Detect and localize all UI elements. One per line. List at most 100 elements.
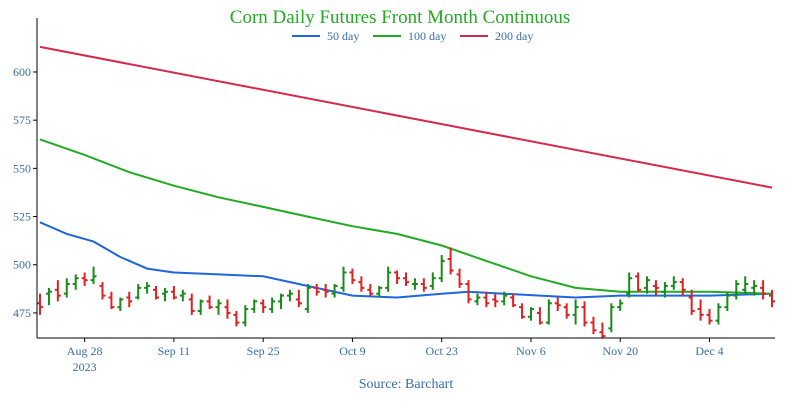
x-tick-sublabel: 2023 [73, 360, 97, 374]
series-line-200-day [39, 45, 773, 189]
ohlc-bar [697, 299, 704, 321]
ohlc-bar [572, 299, 579, 325]
ohlc-bar [215, 299, 222, 315]
ohlc-bar [411, 278, 418, 290]
ohlc-bar [429, 272, 436, 290]
ohlc-bar [278, 293, 285, 310]
ohlc-bar [340, 266, 347, 292]
chart-title: Corn Daily Futures Front Month Continuou… [230, 7, 570, 28]
ohlc-bar [72, 274, 79, 290]
ohlc-bar [536, 307, 543, 325]
ohlc-bar [724, 291, 731, 312]
ohlc-bar [224, 299, 231, 319]
ohlc-bar [652, 280, 659, 296]
ohlc-bar [742, 276, 749, 294]
ohlc-bar [608, 303, 615, 333]
x-tick-label: Dec 4 [695, 344, 723, 358]
y-tick-label: 500 [13, 258, 31, 272]
ohlc-bar [554, 297, 561, 312]
ohlc-bar [733, 280, 740, 300]
ohlc-bar [420, 278, 427, 292]
ohlc-bar [322, 284, 329, 298]
ohlc-bar [269, 297, 276, 313]
ohlc-bar [599, 322, 606, 338]
ohlc-bar [403, 272, 409, 286]
ohlc-bar [242, 305, 249, 327]
ohlc-bar [661, 282, 668, 298]
legend-item-100-day[interactable]: 100 day [373, 29, 446, 43]
ohlc-bar [358, 276, 365, 292]
ohlc-bar [501, 291, 508, 306]
y-tick-label: 475 [13, 306, 31, 320]
ohlc-bar [670, 276, 677, 290]
x-tick-label: Sep 11 [158, 344, 191, 358]
y-tick-label: 525 [13, 210, 31, 224]
ohlc-bar [161, 287, 168, 302]
ohlc-bar [510, 293, 517, 308]
x-tick-label: Aug 28 [67, 344, 103, 358]
ohlc-bar [644, 276, 651, 294]
ohlc-bar [45, 287, 52, 306]
legend-label-100-day: 100 day [408, 29, 446, 43]
ohlc-bar [751, 280, 758, 296]
ohlc-bar [545, 299, 552, 325]
ohlc-bar [260, 299, 267, 313]
ohlc-bar [563, 303, 570, 319]
ohlc-bar [581, 301, 588, 327]
legend-item-200-day[interactable]: 200 day [460, 29, 533, 43]
ohlc-bar [447, 247, 454, 275]
series-line-100-day [39, 138, 773, 295]
ohlc-bar [626, 272, 633, 298]
ohlc-bar [251, 299, 258, 313]
ohlc-bar [37, 293, 43, 315]
ohlc-bar [617, 299, 624, 312]
ohlc-bar [367, 284, 374, 296]
ohlc-bar [635, 272, 642, 292]
ohlc-bar [206, 295, 213, 310]
x-tick-label: Nov 6 [516, 344, 546, 358]
ohlc-bar [519, 303, 526, 319]
ohlc-bar [331, 284, 338, 298]
ohlc-bar [286, 289, 293, 302]
source-label: Source: Barchart [359, 377, 454, 392]
ohlc-bar [153, 285, 160, 300]
ohlc-bar [126, 291, 133, 308]
ohlc-bar [117, 297, 124, 312]
ohlc-bar [679, 278, 686, 296]
ohlc-bar [688, 289, 695, 315]
ohlc-bar [456, 268, 463, 288]
x-tick-label: Oct 9 [339, 344, 365, 358]
x-tick-label: Sep 25 [247, 344, 280, 358]
ohlc-bar [590, 316, 597, 335]
y-tick-label: 600 [13, 65, 31, 79]
ohlc-bar [465, 280, 472, 304]
ohlc-bar [438, 255, 445, 283]
legend-item-50-day[interactable]: 50 day [292, 29, 359, 43]
y-tick-label: 575 [13, 113, 31, 127]
ohlc-bar [715, 303, 722, 325]
ohlc-bar [233, 311, 240, 327]
moving-average-lines [39, 45, 773, 299]
ohlc-bar [376, 285, 383, 298]
x-tick-label: Nov 20 [602, 344, 638, 358]
price-bars [37, 247, 775, 338]
ohlc-bar [63, 278, 70, 298]
ohlc-bar [54, 280, 61, 302]
series-line-50-day [39, 221, 773, 299]
ohlc-bar [394, 270, 401, 285]
ohlc-bar [144, 282, 151, 294]
ohlc-bar [313, 284, 320, 296]
ohlc-bar [769, 289, 775, 308]
y-axis-ticks: 475 500 525 550 575 600 [13, 65, 37, 320]
ohlc-bar [474, 293, 481, 306]
ohlc-bar [385, 266, 392, 292]
ohlc-bar [760, 280, 767, 300]
ohlc-bar [179, 289, 186, 302]
ohlc-bar [527, 307, 534, 321]
ohlc-bar [304, 284, 311, 313]
legend-label-50-day: 50 day [327, 29, 359, 43]
ohlc-bar [349, 268, 356, 285]
legend-label-200-day: 200 day [495, 29, 533, 43]
x-tick-label: Oct 23 [426, 344, 458, 358]
